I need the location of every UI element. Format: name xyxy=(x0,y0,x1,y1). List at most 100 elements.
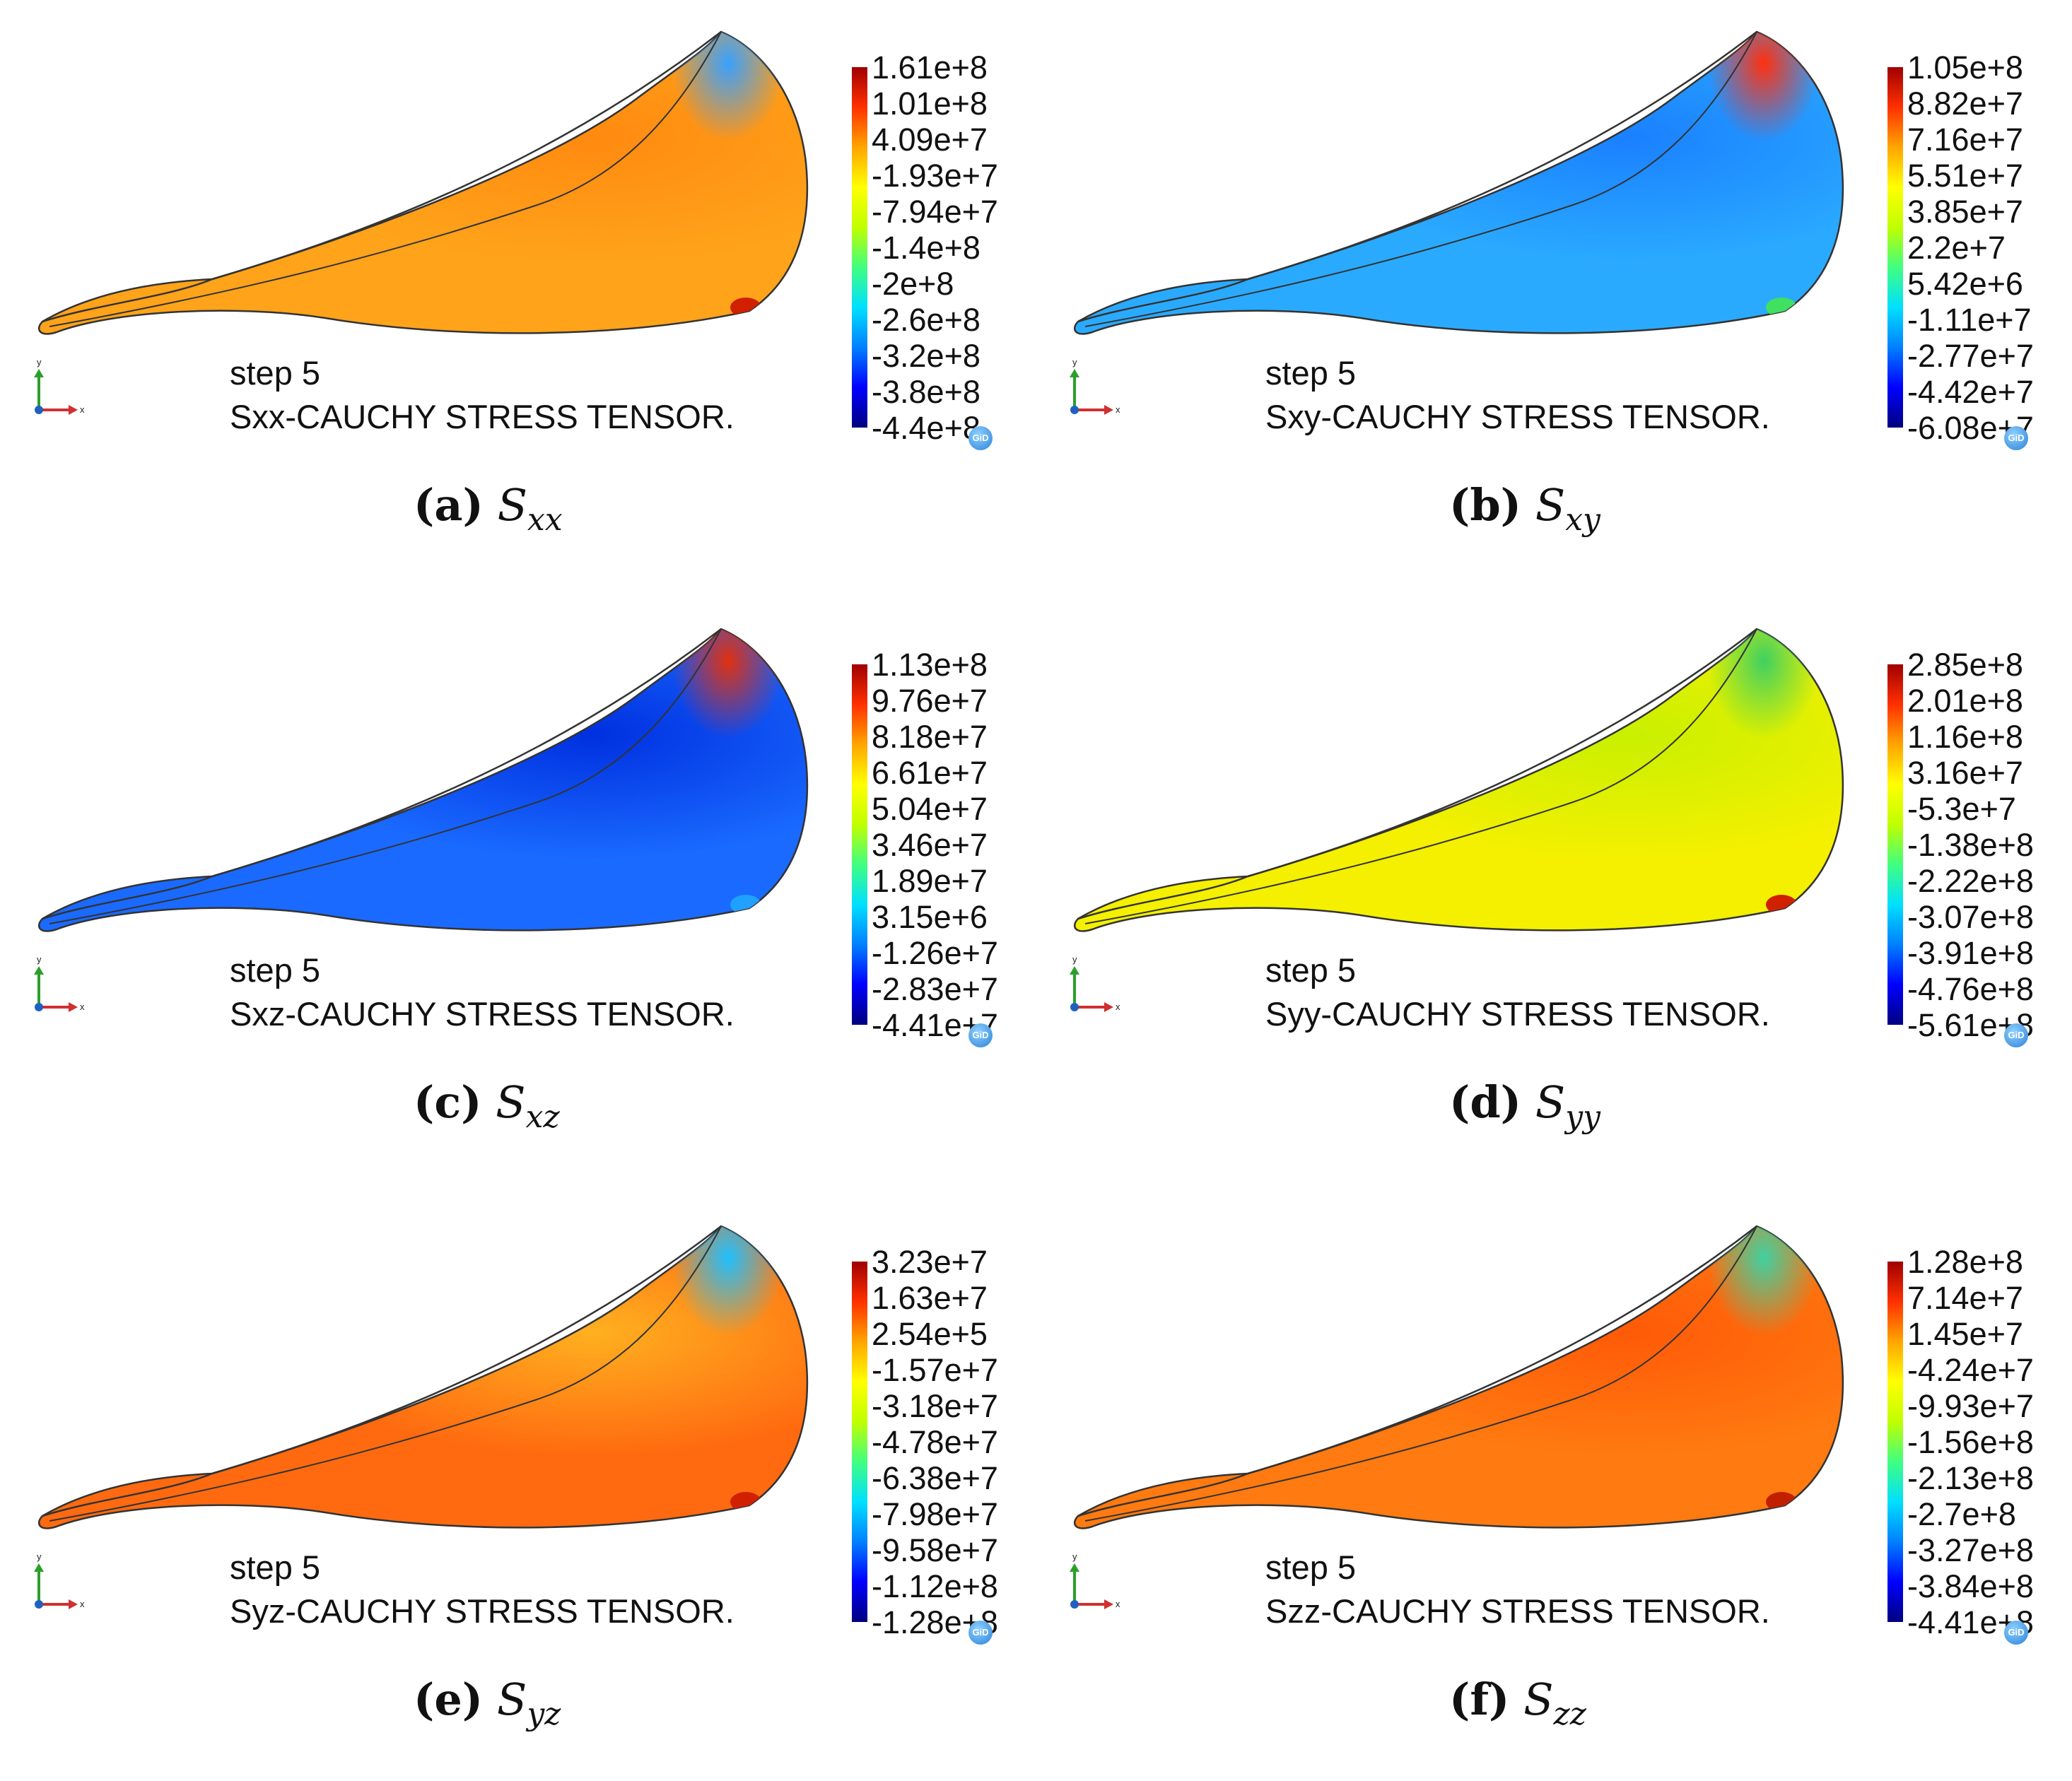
step-label: step 5 xyxy=(1265,1548,1357,1586)
scale-tick-label: -3.18e+7 xyxy=(872,1388,998,1424)
scale-tick-label: 2.54e+5 xyxy=(872,1316,988,1352)
scale-tick-label: 3.85e+7 xyxy=(1907,194,2023,230)
panel-caption: (e) Syz xyxy=(414,1674,561,1732)
scale-tick-label: -2e+8 xyxy=(872,266,954,302)
leading-edge xyxy=(42,628,722,920)
gid-logo-icon: GiD xyxy=(968,1023,993,1047)
scale-tick-label: 8.82e+7 xyxy=(1907,86,2023,122)
panel-f: y x step 5 Szz-CAUCHY STRESS TENSOR. 1.28e+8… xyxy=(1036,1194,2071,1781)
blade-seam xyxy=(49,31,722,327)
panel-caption: (d) Syy xyxy=(1449,1076,1600,1135)
axis-triad: yx xyxy=(34,954,85,1012)
tensor-label: Syz-CAUCHY STRESS TENSOR. xyxy=(230,1592,734,1630)
scale-tick-label: 2.2e+7 xyxy=(1907,230,2006,266)
color-bar xyxy=(852,664,867,1025)
y-axis-label: y xyxy=(37,954,42,965)
caption-subscript: xy xyxy=(1565,502,1600,538)
blade-seam xyxy=(49,1225,722,1522)
caption-symbol: S xyxy=(497,479,528,531)
caption-label: (e) xyxy=(414,1674,484,1725)
scale-tick-label: -2.22e+8 xyxy=(1907,863,2034,899)
caption-subscript: zz xyxy=(1553,1696,1586,1732)
axis-origin xyxy=(35,1600,43,1609)
scale-tick-label: 1.61e+8 xyxy=(872,49,988,86)
step-label: step 5 xyxy=(230,1548,321,1586)
scale-tick-label: -2.7e+8 xyxy=(1907,1496,2016,1532)
x-axis-label: x xyxy=(1116,1599,1120,1609)
color-bar xyxy=(852,67,867,428)
panel-c: y x step 5 Sxz-CAUCHY STRESS TENSOR. 1.13e+8… xyxy=(0,597,1036,1184)
gid-logo-icon: GiD xyxy=(2004,1023,2028,1047)
scale-tick-label: -4.78e+7 xyxy=(872,1424,998,1460)
panel-d: y x step 5 Syy-CAUCHY STRESS TENSOR. 2.85e+8… xyxy=(1036,597,2071,1184)
caption-symbol: S xyxy=(1535,1076,1566,1128)
step-label: step 5 xyxy=(230,951,321,989)
leading-edge xyxy=(1077,628,1757,920)
scale-tick-label: -1.12e+8 xyxy=(872,1568,998,1604)
panel-a: y x step 5 Sxx-CAUCHY STRESS TENSOR. 1.61e+8… xyxy=(0,0,1036,587)
tip-hotspot xyxy=(1707,629,1820,739)
tip-hotspot xyxy=(1707,32,1820,141)
blade-seam xyxy=(1084,1225,1757,1522)
scale-tick-label: -4.4e+8 xyxy=(872,410,981,446)
gid-logo-icon: GiD xyxy=(2004,1621,2028,1645)
caption-symbol: S xyxy=(1523,1674,1554,1725)
scale-tick-label: 6.61e+7 xyxy=(872,755,988,791)
contour-plot: yx xyxy=(1070,1225,1903,1622)
blade-contour xyxy=(38,1225,809,1529)
tip-hotspot xyxy=(672,629,785,739)
y-axis-label: y xyxy=(1072,954,1077,965)
x-axis-label: x xyxy=(80,1001,85,1012)
scale-tick-label: -4.76e+8 xyxy=(1907,971,2034,1007)
scale-tick-label: 1.05e+8 xyxy=(1907,49,2023,86)
scale-tick-label: -1.38e+8 xyxy=(1907,827,2034,863)
scale-tick-label: 5.04e+7 xyxy=(872,791,988,827)
scale-tick-label: -3.2e+8 xyxy=(872,338,981,374)
panel-e: y x step 5 Syz-CAUCHY STRESS TENSOR. 3.23e+7… xyxy=(0,1194,1036,1781)
scale-tick-label: 1.63e+7 xyxy=(872,1280,988,1316)
caption-subscript: yz xyxy=(527,1696,561,1732)
scale-tick-label: -2.6e+8 xyxy=(872,302,981,338)
panel-caption: (c) Sxz xyxy=(414,1076,560,1135)
leading-edge xyxy=(42,1225,722,1517)
scale-tick-label: -7.94e+7 xyxy=(872,194,998,230)
caption-label: (a) xyxy=(414,479,484,531)
tensor-label: Sxx-CAUCHY STRESS TENSOR. xyxy=(230,398,734,435)
scale-tick-label: -3.27e+8 xyxy=(1907,1532,2034,1568)
axis-triad: yx xyxy=(34,1551,85,1609)
panel-caption: (a) Sxx xyxy=(414,479,563,538)
blade-seam xyxy=(1084,628,1757,924)
caption-label: (d) xyxy=(1449,1076,1522,1128)
x-axis-label: x xyxy=(1116,404,1120,415)
scale-tick-label: 3.16e+7 xyxy=(1907,755,2023,791)
caption-subscript: xz xyxy=(525,1099,560,1135)
leading-edge xyxy=(42,31,722,323)
scale-tick-label: -1.26e+7 xyxy=(872,935,998,971)
scale-tick-label: 1.45e+7 xyxy=(1907,1316,2023,1352)
scale-tick-label: 3.23e+7 xyxy=(872,1244,988,1280)
axis-origin xyxy=(1070,1600,1079,1609)
y-axis-label: y xyxy=(37,1551,42,1562)
color-bar xyxy=(852,1262,867,1622)
color-bar xyxy=(1887,67,1903,428)
scale-tick-label: 3.46e+7 xyxy=(872,827,988,863)
blade-contour xyxy=(1074,30,1844,335)
scale-tick-label: 5.51e+7 xyxy=(1907,158,2023,194)
scale-tick-label: -2.13e+8 xyxy=(1907,1460,2034,1496)
axis-origin xyxy=(35,406,43,414)
caption-symbol: S xyxy=(1535,479,1566,531)
scale-tick-label: -2.77e+7 xyxy=(1907,338,2034,374)
caption-label: (b) xyxy=(1449,479,1522,531)
gid-logo-icon: GiD xyxy=(2004,426,2028,450)
scale-tick-label: 1.89e+7 xyxy=(872,863,988,899)
scale-tick-label: 7.16e+7 xyxy=(1907,122,2023,158)
tensor-label: Syy-CAUCHY STRESS TENSOR. xyxy=(1265,995,1770,1033)
caption-subscript: xx xyxy=(527,502,563,538)
y-axis-label: y xyxy=(1072,357,1077,368)
scale-tick-label: -4.24e+7 xyxy=(1907,1352,2034,1388)
color-bar xyxy=(1887,1262,1903,1622)
contour-plot: yx xyxy=(34,628,867,1025)
contour-plot: yx xyxy=(34,30,867,428)
scale-tick-label: 7.14e+7 xyxy=(1907,1280,2023,1316)
blade-contour xyxy=(38,30,809,335)
